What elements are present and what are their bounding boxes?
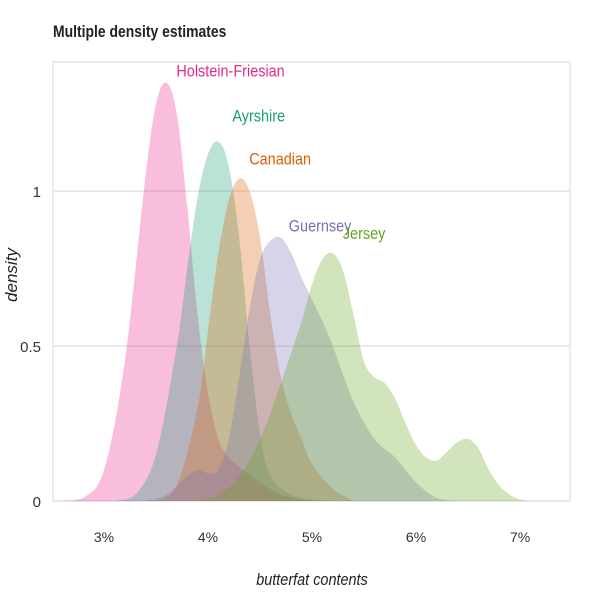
y-tick-label: 0 bbox=[33, 494, 41, 511]
y-tick-label: 1 bbox=[33, 184, 41, 201]
series-label: Guernsey bbox=[289, 218, 352, 236]
density-area-canadian bbox=[155, 178, 354, 502]
x-tick-label: 7% bbox=[510, 529, 530, 545]
series-label: Ayrshire bbox=[232, 108, 285, 126]
x-tick-label: 3% bbox=[94, 529, 114, 545]
x-tick-label: 5% bbox=[302, 529, 322, 545]
x-tick-label: 6% bbox=[406, 529, 426, 545]
y-axis-label: density bbox=[2, 247, 21, 302]
series-label: Jersey bbox=[343, 225, 386, 243]
density-area-holstein-friesian bbox=[62, 82, 323, 501]
y-tick-label: 0.5 bbox=[20, 339, 41, 356]
series-label: Canadian bbox=[249, 151, 311, 169]
density-area-ayrshire bbox=[114, 141, 333, 501]
series-label: Holstein-Friesian bbox=[176, 63, 284, 81]
density-area-jersey bbox=[197, 252, 531, 501]
density-area-guernsey bbox=[145, 236, 458, 502]
x-axis-label: butterfat contents bbox=[256, 571, 368, 589]
chart-title: Multiple density estimates bbox=[53, 23, 226, 42]
x-tick-label: 4% bbox=[198, 529, 218, 545]
